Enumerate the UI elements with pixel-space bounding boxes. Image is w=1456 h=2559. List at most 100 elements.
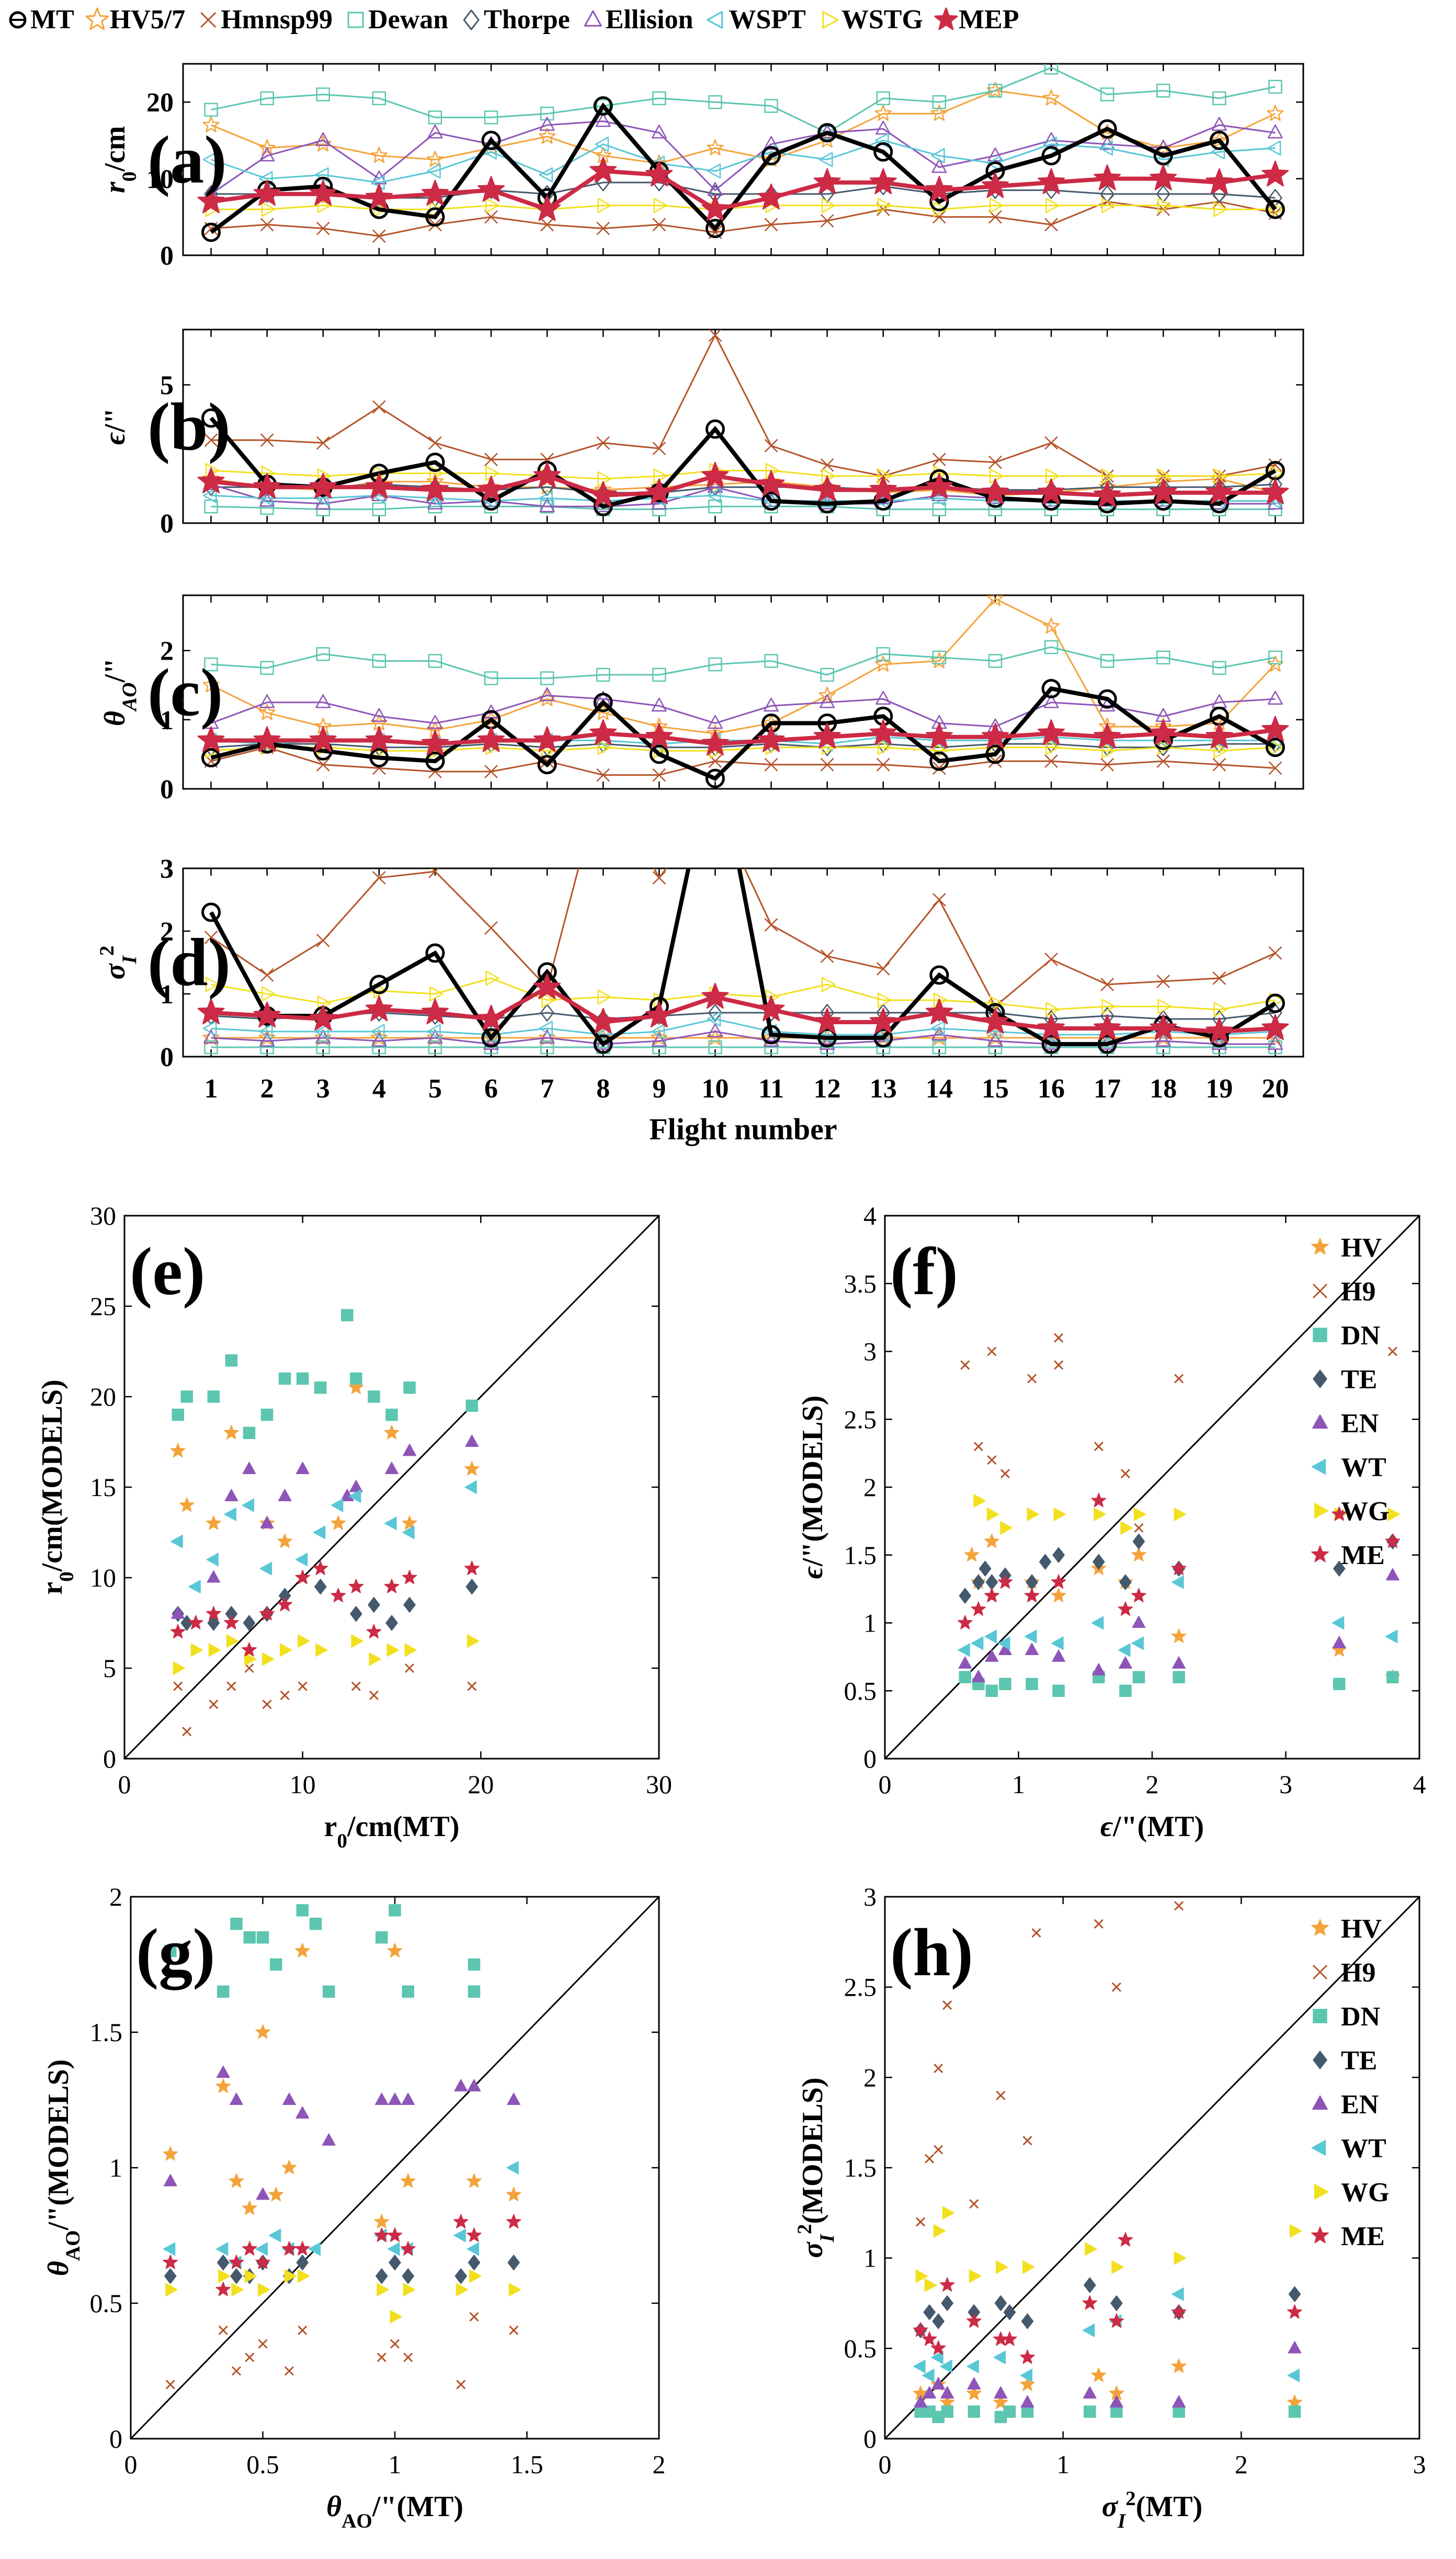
legend-marker-hv-icon (1311, 1238, 1329, 1255)
data-point-me (1261, 161, 1289, 187)
data-point-h9 (1022, 2136, 1032, 2146)
data-point-dn (1212, 661, 1226, 675)
data-point-h9 (204, 931, 218, 944)
data-point-me (421, 179, 449, 206)
data-point-te (468, 2255, 481, 2271)
x-tick-label: 2 (1235, 2450, 1248, 2479)
data-point-me (1287, 2304, 1302, 2319)
legend-marker-wt-icon (1311, 2139, 1326, 2156)
data-point-wt (1385, 1629, 1398, 1644)
data-point-dn (652, 667, 666, 682)
data-point-me (1002, 2331, 1017, 2346)
data-point-me (197, 726, 225, 752)
data-point-en (914, 2395, 927, 2408)
data-point-h9 (934, 2064, 943, 2074)
data-point-h9 (820, 757, 834, 772)
x-tick-label: 2 (1146, 1770, 1159, 1799)
data-point-dn (376, 1931, 388, 1944)
data-point-me (1038, 1014, 1065, 1040)
data-point-wg (351, 1634, 363, 1648)
data-point-me (1091, 1492, 1107, 1508)
data-point-en (465, 1434, 479, 1447)
data-point-en (371, 708, 387, 722)
x-tick-label: 1 (204, 1074, 218, 1104)
data-point-en (1268, 1036, 1283, 1050)
data-point-dn (385, 1408, 398, 1421)
data-point-h9 (469, 2312, 479, 2322)
data-point-wg (1111, 2260, 1124, 2274)
data-point-en (820, 124, 835, 139)
data-point-h9 (1027, 1374, 1037, 1384)
data-point-wt (215, 2242, 229, 2256)
data-point-wg (877, 198, 892, 213)
data-point-h9 (1054, 1333, 1064, 1343)
data-point-me (365, 183, 393, 210)
data-point-h9 (218, 2325, 228, 2335)
data-point-te (385, 1615, 398, 1631)
y-tick-label: 1 (160, 706, 174, 735)
data-point-en (427, 495, 443, 509)
data-point-en (349, 1480, 363, 1492)
x-tick-label: 2 (653, 2450, 666, 2479)
data-point-dn (270, 1958, 282, 1971)
data-point-h9 (245, 2352, 255, 2362)
data-point-dn (204, 657, 218, 672)
data-point-te (454, 2268, 467, 2284)
data-point-me (533, 195, 561, 221)
legend-label-te: TE (1341, 2046, 1377, 2076)
data-point-en (972, 1670, 985, 1682)
data-point-en (651, 495, 667, 509)
data-point-wt (206, 1553, 219, 1567)
data-point-dn (988, 83, 1003, 98)
data-point-en (931, 158, 947, 173)
data-point-h9 (596, 768, 610, 782)
data-point-h9 (372, 229, 386, 243)
data-point-me (981, 722, 1009, 749)
data-point-wg (1387, 1508, 1400, 1521)
data-point-en (931, 1026, 947, 1040)
data-point-me (645, 1001, 673, 1028)
data-point-mt (1097, 689, 1117, 709)
data-point-wg (261, 201, 276, 217)
data-point-h9 (988, 210, 1002, 224)
data-point-dn (207, 1390, 220, 1403)
data-point-te (1288, 2286, 1301, 2302)
data-point-wt (331, 1498, 344, 1512)
data-point-hv (348, 1379, 364, 1395)
legend-label-mt: MT (30, 5, 74, 35)
data-point-h9 (372, 400, 386, 414)
data-point-te (941, 2295, 953, 2312)
data-point-me (913, 2322, 928, 2337)
data-point-dn (403, 1381, 416, 1394)
y-tick-label: 15 (90, 1473, 116, 1502)
data-point-me (1150, 478, 1177, 505)
data-point-h9 (973, 1442, 983, 1452)
data-point-h9 (1156, 754, 1170, 768)
data-point-wg (244, 2269, 257, 2283)
data-point-me (589, 156, 617, 183)
y-tick-label: 4 (863, 1201, 877, 1230)
data-point-dn (465, 1399, 479, 1412)
data-point-dn (708, 657, 722, 672)
data-point-me (188, 1615, 203, 1629)
data-point-en (539, 1029, 555, 1044)
data-point-h9 (405, 1663, 415, 1673)
data-point-dn (1288, 2405, 1301, 2418)
panel-g: 0 0.5 1 1.5 2 0 0.5 1 1.5 2 θAO/"(MT) θAO/"(MODELS)… (42, 1882, 666, 2532)
data-point-h9 (708, 330, 722, 342)
data-point-dn (260, 91, 274, 106)
legend-label-hv: HV (1341, 1914, 1382, 1944)
data-point-wt (940, 2360, 952, 2373)
legend-item-wg: WSTG (822, 5, 923, 35)
data-point-wg (404, 1643, 417, 1657)
data-point-mt (1097, 119, 1117, 139)
data-point-h9 (987, 1346, 997, 1356)
data-point-h9 (165, 2380, 175, 2390)
series-line-dn (211, 505, 1276, 511)
data-point-dn (1173, 2405, 1185, 2418)
data-point-wg (597, 198, 611, 213)
data-point-h9 (934, 2145, 943, 2155)
data-point-h9 (1044, 754, 1058, 768)
data-point-me (813, 1007, 841, 1034)
